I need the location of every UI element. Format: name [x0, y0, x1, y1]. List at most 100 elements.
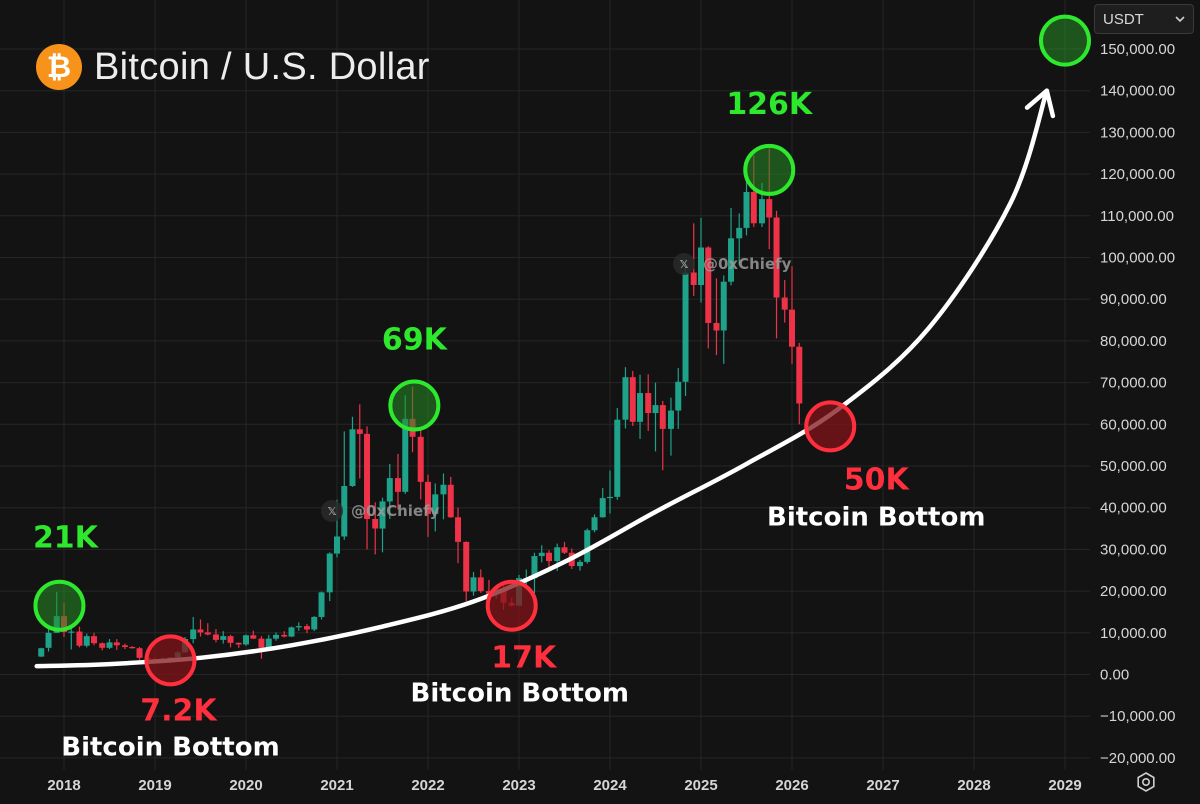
candle-body — [607, 496, 613, 499]
candle-body — [455, 517, 462, 542]
candle — [432, 483, 439, 532]
gear-icon[interactable] — [1134, 770, 1158, 794]
candle-body — [311, 616, 318, 630]
candle — [76, 626, 83, 648]
candle — [546, 550, 553, 567]
peak-label: 21K — [33, 521, 100, 556]
candle-body — [235, 642, 242, 645]
candle-body — [295, 626, 302, 628]
candle-body — [599, 498, 606, 518]
trend-curve-line — [34, 88, 1050, 669]
candle-body — [546, 552, 553, 562]
candle — [273, 632, 280, 641]
candle-body — [394, 478, 401, 492]
candle — [227, 634, 234, 648]
candle — [45, 626, 52, 652]
candle-body — [281, 634, 288, 637]
candle — [38, 647, 45, 657]
candle-body — [531, 556, 538, 579]
candle-body — [99, 643, 106, 648]
x-tick-label: 2021 — [320, 777, 353, 794]
currency-value: USDT — [1103, 10, 1144, 28]
x-tick-label: 2026 — [775, 777, 808, 794]
candle-body — [629, 377, 636, 422]
candle — [281, 631, 288, 638]
candle-body — [68, 631, 75, 633]
candle — [394, 453, 401, 510]
x-logo-icon — [673, 253, 695, 275]
candle-body — [698, 247, 704, 286]
candle — [728, 207, 735, 286]
candle — [379, 497, 386, 553]
bottom-value-label: 17K — [491, 641, 558, 676]
currency-select[interactable]: USDT — [1094, 4, 1194, 34]
bottom-marker — [804, 400, 857, 453]
candle — [258, 636, 265, 659]
candle-body — [447, 484, 454, 518]
candle-body — [204, 632, 211, 635]
bottom-caption: Bitcoin Bottom — [411, 679, 629, 709]
candle-body — [190, 629, 197, 640]
candle — [341, 431, 348, 540]
y-axis: 150,000.00 140,000.00 130,000.00 120,000.00… — [1100, 41, 1176, 767]
y-tick-label: 0.00 — [1100, 667, 1129, 684]
candle — [386, 463, 393, 519]
y-tick-label: 30,000.00 — [1100, 541, 1167, 558]
candle-body — [622, 377, 629, 420]
y-tick-label: 10,000.00 — [1100, 625, 1167, 642]
candle-body — [584, 530, 591, 562]
candle — [318, 591, 325, 620]
candle-body — [463, 541, 470, 592]
candle-body — [432, 494, 439, 514]
candle-body — [750, 192, 757, 224]
candle-body — [334, 536, 340, 554]
watermark: 𝕏 @0xChiefy — [321, 500, 440, 522]
candle-body — [652, 405, 659, 414]
y-tick-label: −20,000.00 — [1100, 750, 1176, 767]
candle — [614, 408, 621, 500]
candle-body — [121, 645, 128, 647]
candle-body — [690, 272, 697, 286]
candle-body — [379, 501, 386, 529]
candle-body — [220, 636, 227, 640]
candle-body — [273, 634, 280, 639]
candle-body — [477, 577, 484, 592]
candle — [682, 259, 689, 396]
peak-marker — [743, 143, 796, 196]
y-tick-label: 80,000.00 — [1100, 333, 1167, 350]
candle — [265, 634, 272, 649]
x-tick-label: 2019 — [138, 777, 171, 794]
candle-body — [326, 553, 333, 593]
candle-body — [736, 227, 743, 239]
candle — [364, 426, 371, 550]
candle — [652, 382, 659, 452]
x-tick-label: 2020 — [229, 777, 262, 794]
candle-body — [129, 646, 136, 649]
candle-body — [356, 429, 363, 434]
candle-body — [386, 478, 393, 502]
candle-body — [705, 247, 712, 323]
y-tick-label: 120,000.00 — [1100, 166, 1175, 183]
candle — [243, 634, 249, 646]
candle — [250, 630, 257, 640]
x-tick-label: 2029 — [1048, 777, 1081, 794]
peak-label: 126K — [726, 87, 814, 122]
candle — [356, 404, 363, 479]
y-tick-label: 100,000.00 — [1100, 250, 1175, 267]
candle — [204, 623, 211, 636]
candle-body — [470, 577, 477, 592]
candle — [311, 616, 318, 632]
x-tick-label: 2025 — [684, 777, 717, 794]
x-tick-label: 2023 — [502, 777, 535, 794]
trend-curve — [34, 88, 1056, 669]
candle-body — [83, 636, 90, 646]
candle-body — [417, 436, 424, 482]
candle-body — [197, 629, 204, 633]
candle — [425, 474, 431, 537]
candle-body — [485, 591, 492, 594]
candle — [212, 629, 219, 643]
candle — [645, 374, 652, 431]
candle — [607, 470, 613, 514]
candle — [773, 210, 780, 339]
